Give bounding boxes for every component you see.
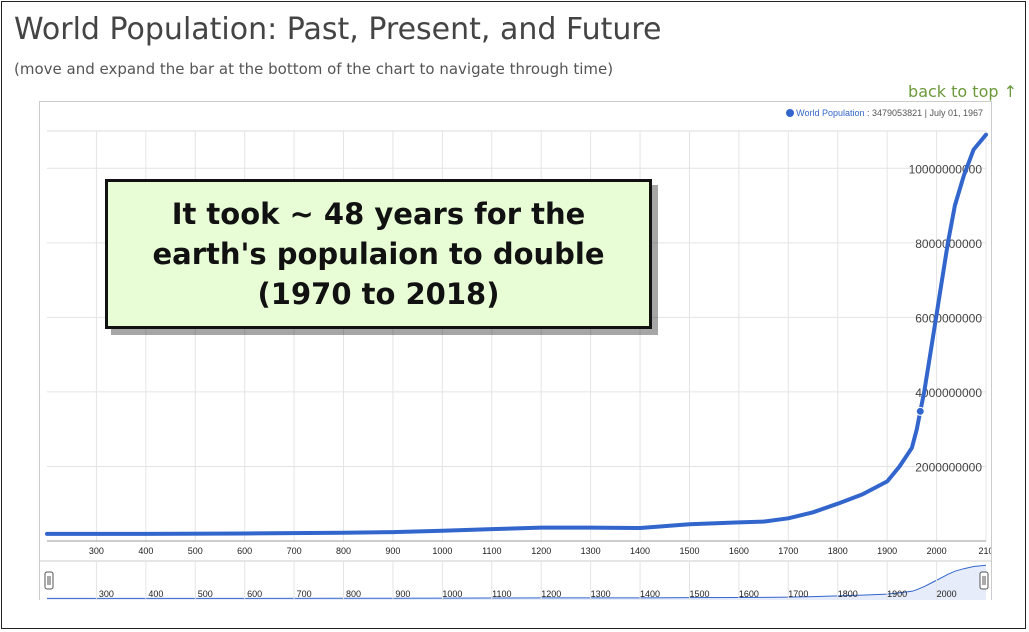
page-subtitle: (move and expand the bar at the bottom o… bbox=[14, 60, 614, 78]
x-tick-label: 2000 bbox=[927, 546, 947, 556]
navigator-tick-label: 1900 bbox=[887, 589, 907, 599]
navigator-tick-label: 1300 bbox=[591, 589, 611, 599]
x-tick-label: 1200 bbox=[531, 546, 551, 556]
series-line-world-population bbox=[45, 132, 988, 536]
navigator-tick-label: 700 bbox=[297, 589, 312, 599]
x-tick-label: 1600 bbox=[729, 546, 749, 556]
x-tick-label: 1000 bbox=[432, 546, 452, 556]
population-chart[interactable]: 300 400 500 600 700 800 900 1000 1100 1200 1300 140… bbox=[40, 102, 992, 600]
navigator-tick-label: 400 bbox=[148, 589, 163, 599]
x-tick-label: 700 bbox=[287, 546, 302, 556]
navigator-tick-label: 1800 bbox=[838, 589, 858, 599]
navigator-tick-label: 1500 bbox=[689, 589, 709, 599]
x-tick-label: 1100 bbox=[482, 546, 501, 556]
x-tick-label: 210 bbox=[978, 546, 992, 556]
navigator-right-handle[interactable] bbox=[979, 571, 989, 590]
navigator-left-handle[interactable] bbox=[44, 571, 54, 590]
navigator-tick-label: 800 bbox=[346, 589, 361, 599]
x-tick-label: 1900 bbox=[877, 546, 897, 556]
legend-date: | July 01, 1967 bbox=[924, 108, 983, 118]
navigator-tick-label: 1000 bbox=[442, 589, 462, 599]
page-title: World Population: Past, Present, and Fut… bbox=[14, 12, 662, 47]
x-tick-label: 1800 bbox=[828, 546, 848, 556]
y-tick-label: 6000000000 bbox=[915, 311, 982, 325]
callout-text: It took ~ 48 years for the earth's popul… bbox=[152, 197, 605, 311]
x-tick-label: 1400 bbox=[630, 546, 650, 556]
navigator-tick-label: 2000 bbox=[937, 589, 957, 599]
navigator-tick-label: 300 bbox=[99, 589, 114, 599]
annotation-callout: It took ~ 48 years for the earth's popul… bbox=[105, 179, 652, 329]
y-tick-label: 10000000000 bbox=[909, 162, 983, 176]
legend-value: : 3479053821 bbox=[867, 108, 923, 118]
navigator-area bbox=[47, 565, 986, 600]
x-tick-label: 600 bbox=[237, 546, 252, 556]
legend-dot-icon bbox=[786, 109, 795, 117]
navigator-tick-label: 1200 bbox=[541, 589, 561, 599]
x-tick-label: 300 bbox=[89, 546, 104, 556]
navigator-tick-label: 1700 bbox=[788, 589, 808, 599]
navigator-tick-label: 1400 bbox=[640, 589, 660, 599]
x-tick-label: 900 bbox=[385, 546, 400, 556]
y-tick-label: 4000000000 bbox=[915, 386, 982, 400]
navigator-tick-label: 900 bbox=[395, 589, 410, 599]
legend-series-name: World Population bbox=[796, 108, 865, 118]
x-tick-label: 800 bbox=[336, 546, 351, 556]
highlighted-data-point bbox=[915, 406, 925, 416]
back-to-top-link[interactable]: back to top ↑ bbox=[908, 82, 1017, 101]
chart-container[interactable]: 300 400 500 600 700 800 900 1000 1100 1200 1300 140… bbox=[39, 101, 992, 600]
navigator-tick-label: 1100 bbox=[492, 589, 511, 599]
navigator-tick-label: 1600 bbox=[739, 589, 759, 599]
x-tick-label: 1500 bbox=[679, 546, 699, 556]
x-tick-label: 1300 bbox=[581, 546, 601, 556]
y-tick-label: 2000000000 bbox=[915, 460, 982, 474]
x-tick-label: 400 bbox=[138, 546, 153, 556]
navigator-tick-label: 600 bbox=[247, 589, 262, 599]
chart-legend: World Population : 3479053821 | July 01,… bbox=[786, 108, 983, 118]
x-tick-label: 500 bbox=[188, 546, 203, 556]
x-tick-label: 1700 bbox=[778, 546, 798, 556]
navigator-tick-label: 500 bbox=[198, 589, 213, 599]
